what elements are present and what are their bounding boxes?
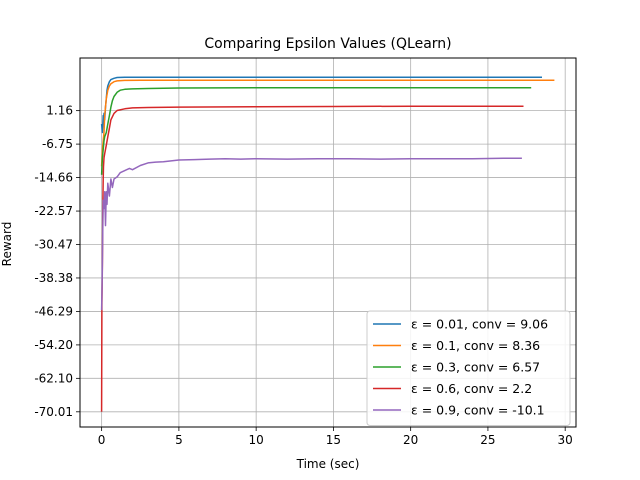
- series-layer: [100, 76, 555, 412]
- x-tick-label: 30: [558, 433, 573, 447]
- series-line-5: [100, 157, 522, 311]
- x-tick-label: 0: [98, 433, 106, 447]
- legend-box: [366, 310, 571, 426]
- y-axis: -70.01 -62.10 -54.20 -46.29 -38.38 -30.47 -22.…: [34, 104, 80, 419]
- y-tick-label: 1.16: [46, 104, 73, 118]
- legend-label: ε = 0.3, conv = 6.57: [411, 360, 540, 375]
- x-axis: 0 5 10 15 20 25 30: [98, 427, 573, 447]
- y-tick-label: -54.20: [34, 338, 73, 352]
- x-axis-label: Time (sec): [296, 457, 360, 471]
- x-tick-label: 10: [249, 433, 264, 447]
- x-tick-label: 15: [326, 433, 341, 447]
- y-tick-label: -6.75: [42, 137, 73, 151]
- legend: ε = 0.01, conv = 9.06 ε = 0.1, conv = 8.3…: [366, 310, 571, 426]
- series-line-1: [100, 76, 542, 134]
- y-tick-label: -30.47: [34, 237, 73, 251]
- y-tick-label: -46.29: [34, 304, 73, 318]
- x-tick-label: 25: [480, 433, 495, 447]
- plot-frame: [79, 57, 577, 428]
- series-line-2: [100, 79, 555, 167]
- series-line-4: [100, 105, 524, 412]
- chart-title: Comparing Epsilon Values (QLearn): [204, 36, 451, 52]
- legend-label: ε = 0.6, conv = 2.2: [411, 381, 532, 396]
- series-line-3: [100, 86, 532, 175]
- y-tick-label: -62.10: [34, 371, 73, 385]
- x-tick-label: 5: [175, 433, 183, 447]
- legend-label: ε = 0.9, conv = -10.1: [411, 403, 545, 418]
- legend-label: ε = 0.01, conv = 9.06: [411, 317, 548, 332]
- y-axis-label: Reward: [0, 222, 14, 267]
- y-tick-label: -38.38: [34, 271, 73, 285]
- y-tick-label: -70.01: [34, 405, 73, 419]
- legend-label: ε = 0.1, conv = 8.36: [411, 338, 540, 353]
- y-tick-label: -22.57: [34, 204, 73, 218]
- x-tick-label: 20: [403, 433, 418, 447]
- y-tick-label: -14.66: [34, 171, 73, 185]
